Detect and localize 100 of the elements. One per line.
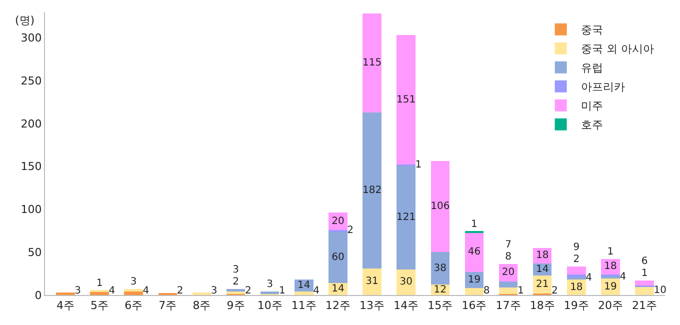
data-label: 1 xyxy=(471,218,478,230)
data-label: 18 xyxy=(536,250,549,262)
legend-label: 유럽 xyxy=(580,62,603,75)
data-label: 3 xyxy=(266,278,274,290)
data-label: 8 xyxy=(505,252,512,262)
data-label: 30 xyxy=(400,276,412,288)
x-tick-label: 18주 xyxy=(530,299,555,312)
x-tick-label: 8주 xyxy=(192,299,211,312)
data-label: 38 xyxy=(434,262,447,274)
bar xyxy=(260,292,280,294)
data-label: 2 xyxy=(176,285,184,296)
data-label: 106 xyxy=(430,201,450,212)
data-label: 2 xyxy=(232,276,239,288)
y-tick-label: 150 xyxy=(20,160,42,174)
bar xyxy=(396,35,416,165)
x-tick-label: 17주 xyxy=(496,299,521,312)
bar xyxy=(362,268,382,295)
data-label: 8 xyxy=(483,285,490,296)
x-tick-label: 16주 xyxy=(462,299,487,312)
bar xyxy=(362,112,382,268)
x-tick-label: 13주 xyxy=(360,299,385,312)
bar xyxy=(498,281,518,288)
bar xyxy=(567,266,586,274)
data-label: 4 xyxy=(108,285,116,296)
y-tick-label: 250 xyxy=(20,74,42,88)
bar xyxy=(396,166,416,270)
data-label: 121 xyxy=(396,212,416,223)
x-tick-label: 20주 xyxy=(598,299,623,312)
data-label: 1 xyxy=(96,278,103,290)
data-label: 31 xyxy=(366,276,378,288)
data-label: 1 xyxy=(641,268,648,279)
y-tick-label: 100 xyxy=(20,203,42,216)
x-tick-label: 6주 xyxy=(124,299,143,312)
bar xyxy=(498,287,518,294)
bar xyxy=(328,232,348,283)
data-label: 2 xyxy=(573,254,580,266)
data-label: 4 xyxy=(586,272,592,284)
legend-label: 중국 xyxy=(580,24,603,37)
x-tick-label: 12주 xyxy=(325,299,350,312)
data-label: 2 xyxy=(244,285,252,296)
legend-label: 아프리카 xyxy=(580,80,625,94)
data-label: 3 xyxy=(74,285,82,296)
data-label: 1 xyxy=(279,285,286,296)
data-label: 1 xyxy=(607,246,614,258)
bar xyxy=(567,274,586,277)
data-label: 3 xyxy=(210,285,218,296)
data-label: 3 xyxy=(130,276,137,288)
data-label: 2 xyxy=(347,225,354,236)
y-tick-label: 0 xyxy=(34,288,42,302)
y-tick-label: 200 xyxy=(20,117,42,130)
data-label: 20 xyxy=(332,216,344,227)
data-label: 182 xyxy=(362,184,382,196)
data-label: 14 xyxy=(298,280,310,292)
x-tick-label: 19주 xyxy=(564,299,589,312)
data-label: 21 xyxy=(536,278,549,290)
y-tick-label: 50 xyxy=(28,246,42,259)
bar xyxy=(464,232,484,272)
data-label: 1 xyxy=(415,160,422,171)
bar xyxy=(464,288,484,295)
x-tick-label: 14주 xyxy=(394,299,419,312)
legend-label: 미주 xyxy=(580,100,603,113)
x-tick-label: 4주 xyxy=(56,299,74,312)
y-axis-title: (명) xyxy=(15,14,35,27)
data-label: 60 xyxy=(332,252,344,263)
data-label: 20 xyxy=(502,267,515,278)
data-label: 14 xyxy=(332,284,344,294)
bar xyxy=(226,289,246,292)
data-label: 9 xyxy=(573,242,580,254)
data-label: 115 xyxy=(362,58,382,69)
bar xyxy=(124,292,143,295)
bar xyxy=(430,161,450,252)
bar xyxy=(635,286,654,295)
bar xyxy=(430,252,450,285)
data-label: 1 xyxy=(517,285,524,296)
x-tick-label: 7주 xyxy=(158,299,177,312)
data-label: 12 xyxy=(434,284,447,296)
data-label: 46 xyxy=(468,246,481,258)
x-tick-label: 15주 xyxy=(428,299,453,312)
legend-label: 중국 외 아시아 xyxy=(580,42,654,56)
legend-label: 호주 xyxy=(580,118,603,132)
data-label: 14 xyxy=(536,264,549,275)
data-label: 19 xyxy=(468,274,481,286)
data-label: 18 xyxy=(570,282,583,293)
y-tick-label: 300 xyxy=(20,32,42,45)
x-tick-label: 10주 xyxy=(257,299,282,312)
data-label: 4 xyxy=(313,285,320,296)
bar xyxy=(192,292,212,295)
x-tick-label: 21주 xyxy=(632,299,658,312)
bar xyxy=(124,289,143,292)
data-label: 2 xyxy=(552,285,558,296)
data-label: 3 xyxy=(232,264,239,276)
bar xyxy=(362,14,382,112)
bar xyxy=(56,292,75,295)
data-label: 151 xyxy=(396,94,416,106)
bar xyxy=(396,269,416,295)
x-tick-label: 9주 xyxy=(226,299,245,312)
data-label: 4 xyxy=(620,271,626,282)
data-label: 7 xyxy=(505,240,512,251)
bar xyxy=(294,292,314,295)
data-label: 19 xyxy=(604,281,617,292)
